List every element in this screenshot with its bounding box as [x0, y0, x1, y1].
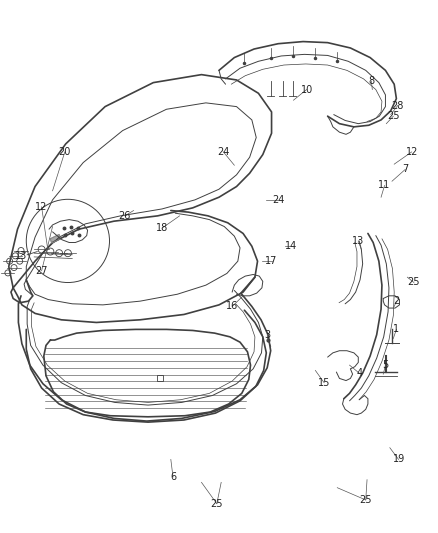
Text: 26: 26	[119, 211, 131, 221]
Text: 6: 6	[170, 472, 176, 482]
Text: 12: 12	[406, 147, 418, 157]
Text: 4: 4	[356, 368, 362, 378]
Text: 1: 1	[393, 325, 399, 334]
Text: 25: 25	[408, 278, 420, 287]
Text: 18: 18	[156, 223, 168, 233]
Text: 8: 8	[368, 76, 374, 86]
Text: 2: 2	[393, 296, 399, 306]
Text: 13: 13	[15, 251, 27, 261]
Text: 19: 19	[392, 455, 405, 464]
Text: 5: 5	[382, 360, 389, 370]
Text: 11: 11	[378, 181, 391, 190]
Text: 25: 25	[360, 495, 372, 505]
Text: 13: 13	[352, 236, 364, 246]
Polygon shape	[50, 235, 60, 243]
Text: 12: 12	[35, 202, 48, 212]
Text: 17: 17	[265, 256, 278, 266]
Text: 25: 25	[387, 111, 399, 121]
Text: 3: 3	[264, 330, 270, 340]
Text: 16: 16	[226, 302, 238, 311]
Text: 10: 10	[300, 85, 313, 94]
Text: 14: 14	[285, 241, 297, 251]
Text: 20: 20	[59, 147, 71, 157]
Text: 24: 24	[217, 147, 230, 157]
Text: 28: 28	[392, 101, 404, 110]
Text: 25: 25	[211, 499, 223, 508]
Text: 27: 27	[35, 266, 48, 276]
Text: 15: 15	[318, 378, 330, 387]
Text: 7: 7	[402, 165, 408, 174]
Text: 24: 24	[272, 195, 284, 205]
